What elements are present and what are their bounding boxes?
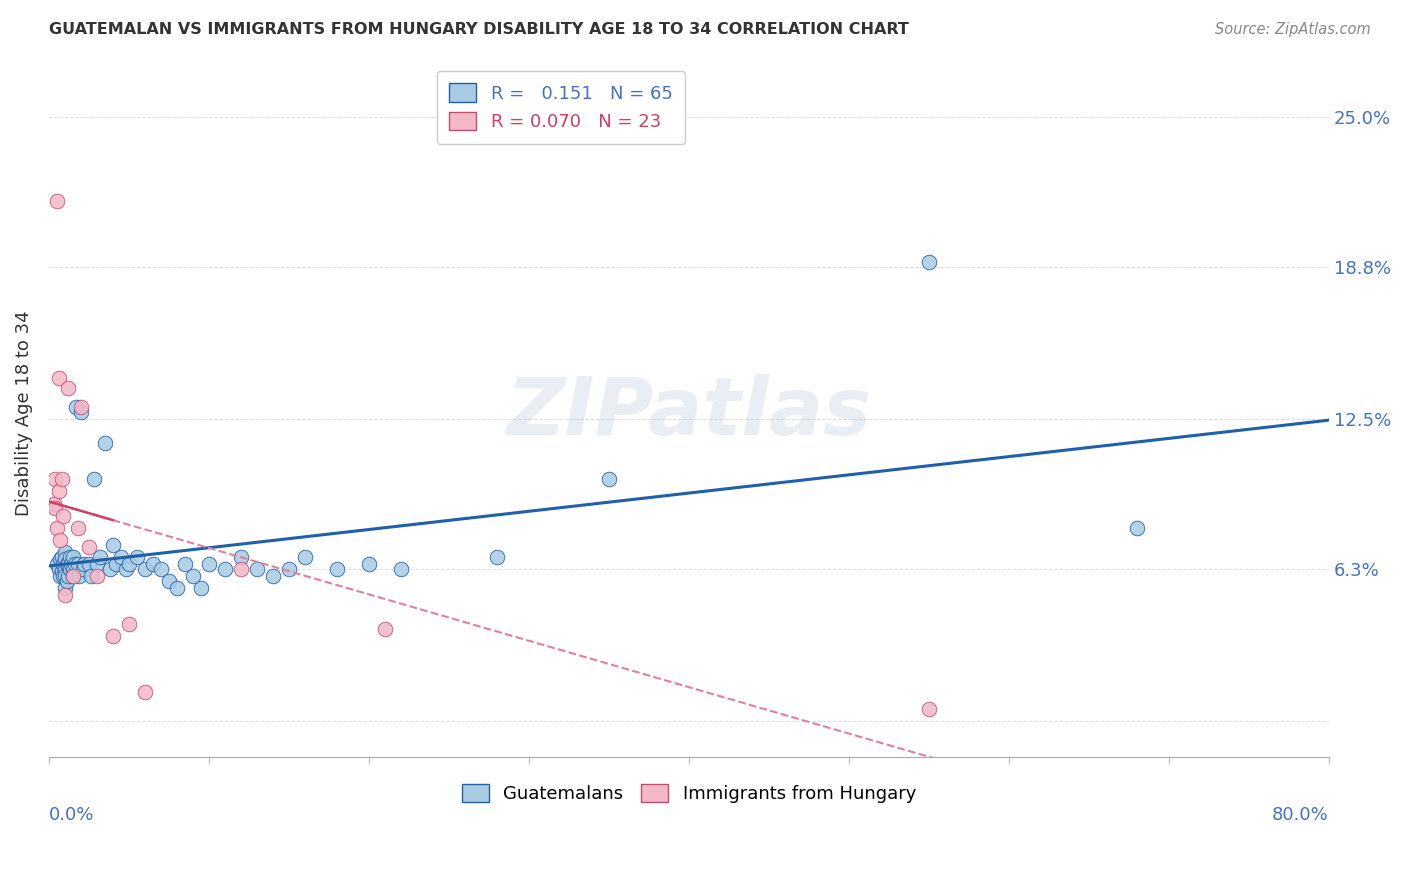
Point: [55, 574, 77, 588]
Point: [56, 557, 79, 571]
Point: [67, 569, 90, 583]
Point: [53, 562, 76, 576]
Point: [44, 501, 66, 516]
Point: [389, 562, 412, 576]
Point: [63, 557, 86, 571]
Point: [46, 521, 69, 535]
Legend: Guatemalans, Immigrants from Hungary: Guatemalans, Immigrants from Hungary: [454, 776, 924, 810]
Point: [246, 562, 269, 576]
Point: [70, 400, 93, 414]
Point: [73, 557, 96, 571]
Point: [198, 557, 221, 571]
Text: 80.0%: 80.0%: [1272, 805, 1329, 823]
Point: [49, 552, 72, 566]
Point: [326, 562, 349, 576]
Point: [229, 549, 252, 564]
Point: [101, 630, 124, 644]
Point: [118, 617, 141, 632]
Point: [70, 405, 93, 419]
Point: [190, 581, 212, 595]
Point: [134, 685, 156, 699]
Point: [72, 562, 94, 576]
Point: [918, 255, 941, 269]
Point: [110, 549, 132, 564]
Point: [83, 472, 105, 486]
Point: [174, 557, 197, 571]
Point: [66, 521, 89, 535]
Point: [59, 549, 82, 564]
Y-axis label: Disability Age 18 to 34: Disability Age 18 to 34: [15, 310, 32, 516]
Point: [56, 380, 79, 394]
Point: [118, 557, 141, 571]
Point: [52, 569, 75, 583]
Point: [49, 569, 72, 583]
Point: [53, 545, 76, 559]
Point: [42, 496, 65, 510]
Point: [166, 581, 188, 595]
Point: [62, 562, 84, 576]
Point: [142, 557, 165, 571]
Point: [485, 549, 508, 564]
Point: [149, 562, 172, 576]
Point: [89, 549, 111, 564]
Point: [62, 569, 84, 583]
Point: [134, 562, 156, 576]
Point: [278, 562, 301, 576]
Point: [101, 538, 124, 552]
Point: [55, 557, 77, 571]
Point: [53, 569, 76, 583]
Point: [105, 557, 128, 571]
Point: [53, 552, 76, 566]
Point: [56, 569, 79, 583]
Point: [374, 622, 396, 636]
Point: [598, 472, 620, 486]
Point: [1126, 521, 1149, 535]
Point: [48, 562, 70, 576]
Point: [49, 533, 72, 547]
Point: [59, 562, 82, 576]
Point: [294, 549, 316, 564]
Point: [60, 557, 83, 571]
Text: 0.0%: 0.0%: [49, 805, 94, 823]
Point: [86, 557, 108, 571]
Point: [62, 549, 84, 564]
Point: [214, 562, 236, 576]
Point: [48, 484, 70, 499]
Point: [44, 472, 66, 486]
Point: [125, 549, 148, 564]
Point: [357, 557, 380, 571]
Point: [53, 581, 76, 595]
Point: [51, 472, 73, 486]
Point: [52, 508, 75, 523]
Point: [94, 436, 117, 450]
Point: [51, 549, 73, 564]
Point: [53, 588, 76, 602]
Point: [229, 562, 252, 576]
Point: [79, 569, 101, 583]
Text: ZIPatlas: ZIPatlas: [506, 374, 872, 452]
Point: [51, 564, 73, 578]
Point: [46, 194, 69, 209]
Point: [65, 400, 87, 414]
Point: [181, 569, 204, 583]
Point: [77, 557, 100, 571]
Point: [157, 574, 180, 588]
Text: Source: ZipAtlas.com: Source: ZipAtlas.com: [1215, 22, 1371, 37]
Point: [918, 702, 941, 716]
Point: [262, 569, 284, 583]
Point: [62, 569, 84, 583]
Point: [86, 569, 108, 583]
Point: [77, 540, 100, 554]
Point: [52, 557, 75, 571]
Text: GUATEMALAN VS IMMIGRANTS FROM HUNGARY DISABILITY AGE 18 TO 34 CORRELATION CHART: GUATEMALAN VS IMMIGRANTS FROM HUNGARY DI…: [49, 22, 910, 37]
Point: [98, 562, 121, 576]
Point: [48, 371, 70, 385]
Point: [114, 562, 136, 576]
Point: [66, 557, 89, 571]
Point: [46, 557, 69, 571]
